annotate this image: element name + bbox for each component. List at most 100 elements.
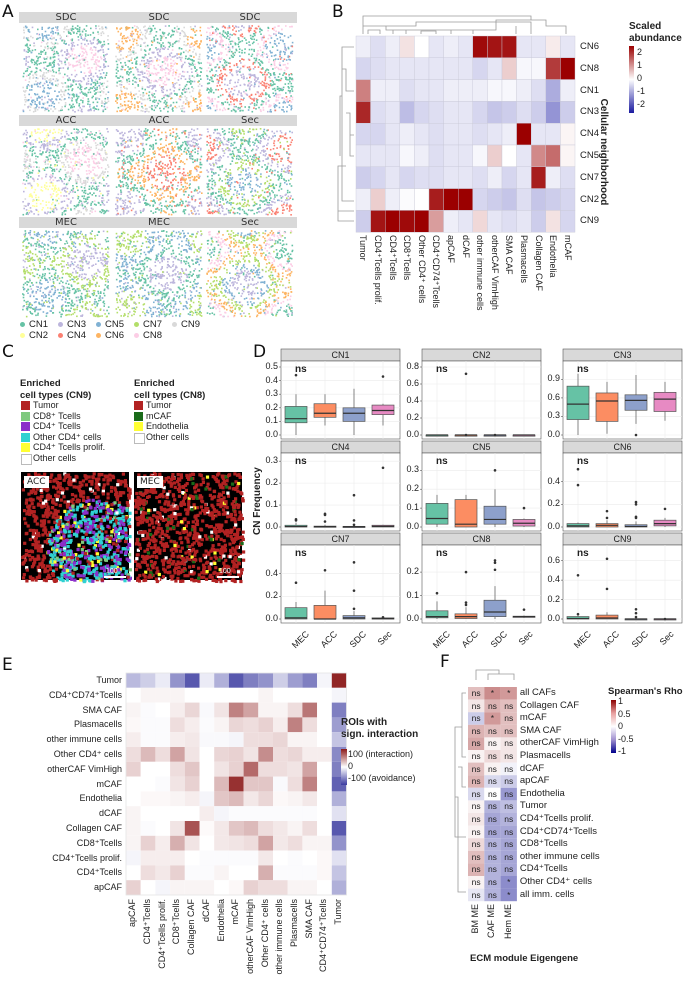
- cell-dot: [25, 145, 27, 147]
- cell-dot: [53, 56, 56, 58]
- cell-dot: [128, 68, 130, 71]
- cell-dot: [148, 25, 151, 28]
- cell-dot: [69, 28, 71, 31]
- cell-dot: [44, 144, 46, 146]
- cell-dot: [33, 191, 36, 194]
- cell-dot: [237, 151, 240, 153]
- cell-dot: [200, 62, 202, 64]
- cell-dot: [213, 139, 215, 142]
- cell-dot: [290, 85, 293, 88]
- cell-dot: [280, 200, 283, 202]
- cell-dot: [161, 79, 163, 82]
- cell-dot: [156, 38, 159, 40]
- cell-dot: [92, 58, 94, 61]
- cell-dot: [46, 81, 48, 83]
- cell-dot: [41, 209, 43, 211]
- cell-dot: [244, 183, 246, 186]
- cell-dot: [26, 87, 28, 89]
- cell-dot: [144, 202, 146, 204]
- cell-dot: [103, 179, 105, 181]
- cell-dot: [67, 149, 69, 152]
- cell-dot: [291, 52, 293, 55]
- cell-dot: [61, 213, 64, 216]
- cell-dot: [272, 92, 275, 94]
- cell-dot: [61, 39, 63, 42]
- cell-dot: [220, 69, 222, 72]
- cell-dot: [120, 205, 123, 208]
- cell-dot: [241, 208, 244, 211]
- cell-dot: [280, 56, 283, 59]
- cell-dot: [159, 161, 161, 164]
- cell-dot: [155, 179, 157, 182]
- cell-dot: [152, 25, 155, 27]
- cell-dot: [172, 150, 175, 153]
- cell-dot: [92, 169, 94, 171]
- cell-dot: [70, 39, 72, 41]
- cell-dot: [169, 88, 172, 91]
- cell-dot: [57, 193, 59, 196]
- cell-dot: [58, 72, 60, 75]
- cell-dot: [115, 95, 118, 97]
- cell-dot: [193, 207, 195, 209]
- cell-dot: [28, 29, 30, 31]
- cell-dot: [101, 134, 103, 137]
- cell-dot: [120, 50, 122, 52]
- cell-dot: [253, 157, 256, 159]
- cell-dot: [100, 211, 103, 214]
- cell-dot: [190, 28, 193, 31]
- cell-dot: [49, 143, 51, 145]
- cell-dot: [161, 64, 164, 67]
- cell-dot: [147, 203, 150, 206]
- cell-dot: [180, 184, 183, 186]
- cell-dot: [145, 37, 148, 40]
- cell-dot: [83, 187, 86, 189]
- cell-dot: [83, 77, 85, 79]
- cell-dot: [186, 182, 188, 185]
- cell-dot: [42, 90, 44, 93]
- cell-dot: [74, 152, 76, 155]
- cell-dot: [94, 83, 97, 85]
- cell-dot: [278, 42, 280, 45]
- cell-dot: [101, 77, 104, 79]
- cell-dot: [36, 97, 38, 100]
- cell-dot: [191, 59, 194, 61]
- cell-dot: [210, 141, 212, 144]
- cell-dot: [275, 30, 277, 33]
- cell-dot: [278, 189, 280, 192]
- cell-dot: [194, 206, 197, 209]
- cell-dot: [191, 42, 193, 45]
- cell-dot: [171, 108, 174, 111]
- cell-dot: [97, 50, 99, 53]
- cell-dot: [77, 36, 80, 38]
- cell-dot: [285, 76, 288, 79]
- cell-dot: [209, 106, 211, 109]
- cell-dot: [235, 64, 238, 66]
- cell-dot: [177, 148, 180, 150]
- cell-dot: [176, 93, 178, 95]
- cell-dot: [172, 33, 175, 36]
- cell-dot: [159, 168, 161, 170]
- cell-dot: [163, 32, 166, 34]
- cell-dot: [252, 156, 254, 158]
- cell-dot: [81, 189, 84, 192]
- cell-dot: [265, 40, 267, 43]
- cell-dot: [106, 153, 108, 155]
- cell-dot: [64, 98, 66, 100]
- cell-dot: [185, 98, 187, 101]
- cell-dot: [75, 73, 78, 76]
- cell-dot: [68, 166, 70, 168]
- cell-dot: [87, 146, 90, 148]
- cell-dot: [189, 54, 191, 57]
- cell-dot: [174, 62, 177, 64]
- cell-dot: [72, 137, 74, 139]
- cell-dot: [139, 74, 141, 76]
- cell-dot: [42, 146, 45, 148]
- cell-dot: [197, 186, 200, 188]
- cell-dot: [148, 75, 150, 77]
- cell-dot: [269, 194, 271, 197]
- cell-dot: [147, 161, 149, 164]
- cell-dot: [187, 36, 189, 38]
- cell-dot: [151, 177, 153, 179]
- cell-dot: [243, 77, 245, 79]
- cell-dot: [178, 40, 180, 43]
